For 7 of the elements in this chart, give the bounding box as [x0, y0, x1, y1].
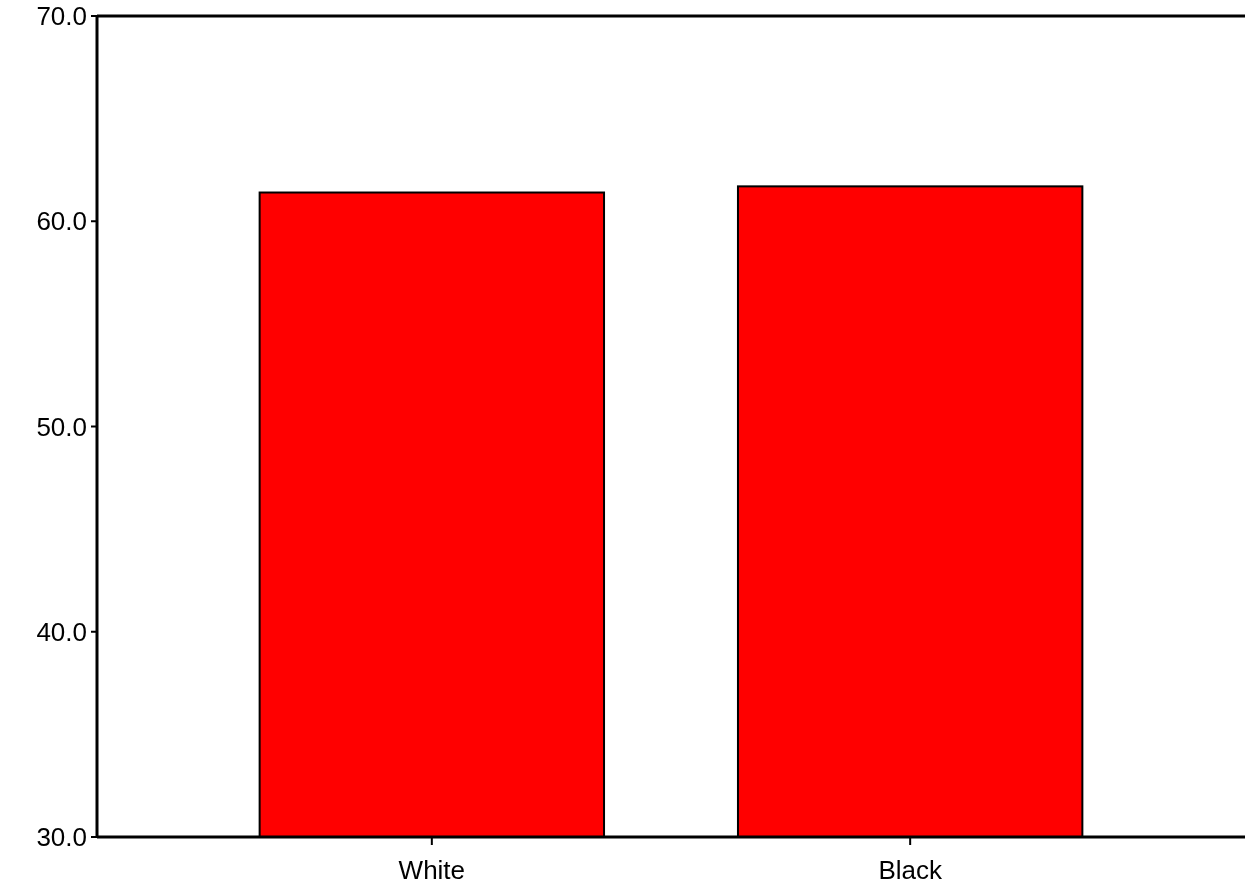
x-tick-label: White	[398, 855, 466, 885]
y-tick-label: 40.0	[36, 616, 87, 647]
y-tick-label: 60.0	[36, 206, 87, 237]
y-tick-label: 70.0	[36, 1, 87, 32]
y-tick-label: 50.0	[36, 411, 87, 442]
y-tick-label: 30.0	[36, 822, 87, 853]
x-tick-label: Black	[878, 855, 943, 885]
